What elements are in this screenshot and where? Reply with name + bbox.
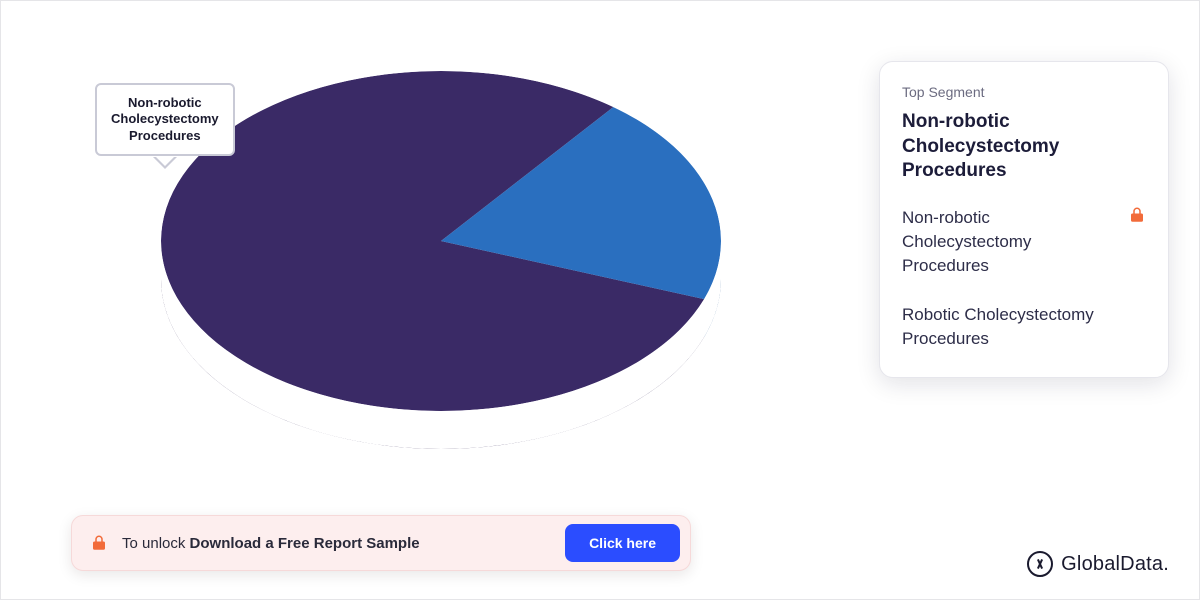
segment-item-robotic[interactable]: Robotic Cholecystectomy Procedures [902,303,1146,351]
unlock-bar: To unlock Download a Free Report Sample … [71,515,691,571]
panel-title: Non-robotic Cholecystectomy Procedures [902,110,1146,184]
pie-3d-wrap [161,71,721,491]
panel-eyebrow: Top Segment [902,84,1146,100]
brand-logo: GlobalData. [1027,551,1169,577]
brand-mark-icon [1027,551,1053,577]
unlock-bold: Download a Free Report Sample [190,535,420,552]
unlock-text: To unlock Download a Free Report Sample [122,535,551,552]
slice-callout: Non-robotic Cholecystectomy Procedures [95,83,235,156]
top-segment-panel: Top Segment Non-robotic Cholecystectomy … [879,61,1169,378]
pie-top-layer [161,71,721,411]
lock-icon [90,534,108,552]
segment-item-label: Non-robotic Cholecystectomy Procedures [902,206,1118,277]
unlock-prefix: To unlock [122,535,190,552]
download-sample-button[interactable]: Click here [565,524,680,562]
pie-chart-area: Non-robotic Cholecystectomy Procedures [61,41,841,521]
lock-icon [1128,206,1146,224]
segment-item-nonrobotic[interactable]: Non-robotic Cholecystectomy Procedures [902,206,1146,277]
callout-line-2: Cholecystectomy [111,111,219,126]
callout-line-1: Non-robotic [128,95,202,110]
brand-name: GlobalData. [1061,553,1169,576]
callout-line-3: Procedures [129,128,201,143]
segment-item-label: Robotic Cholecystectomy Procedures [902,303,1136,351]
